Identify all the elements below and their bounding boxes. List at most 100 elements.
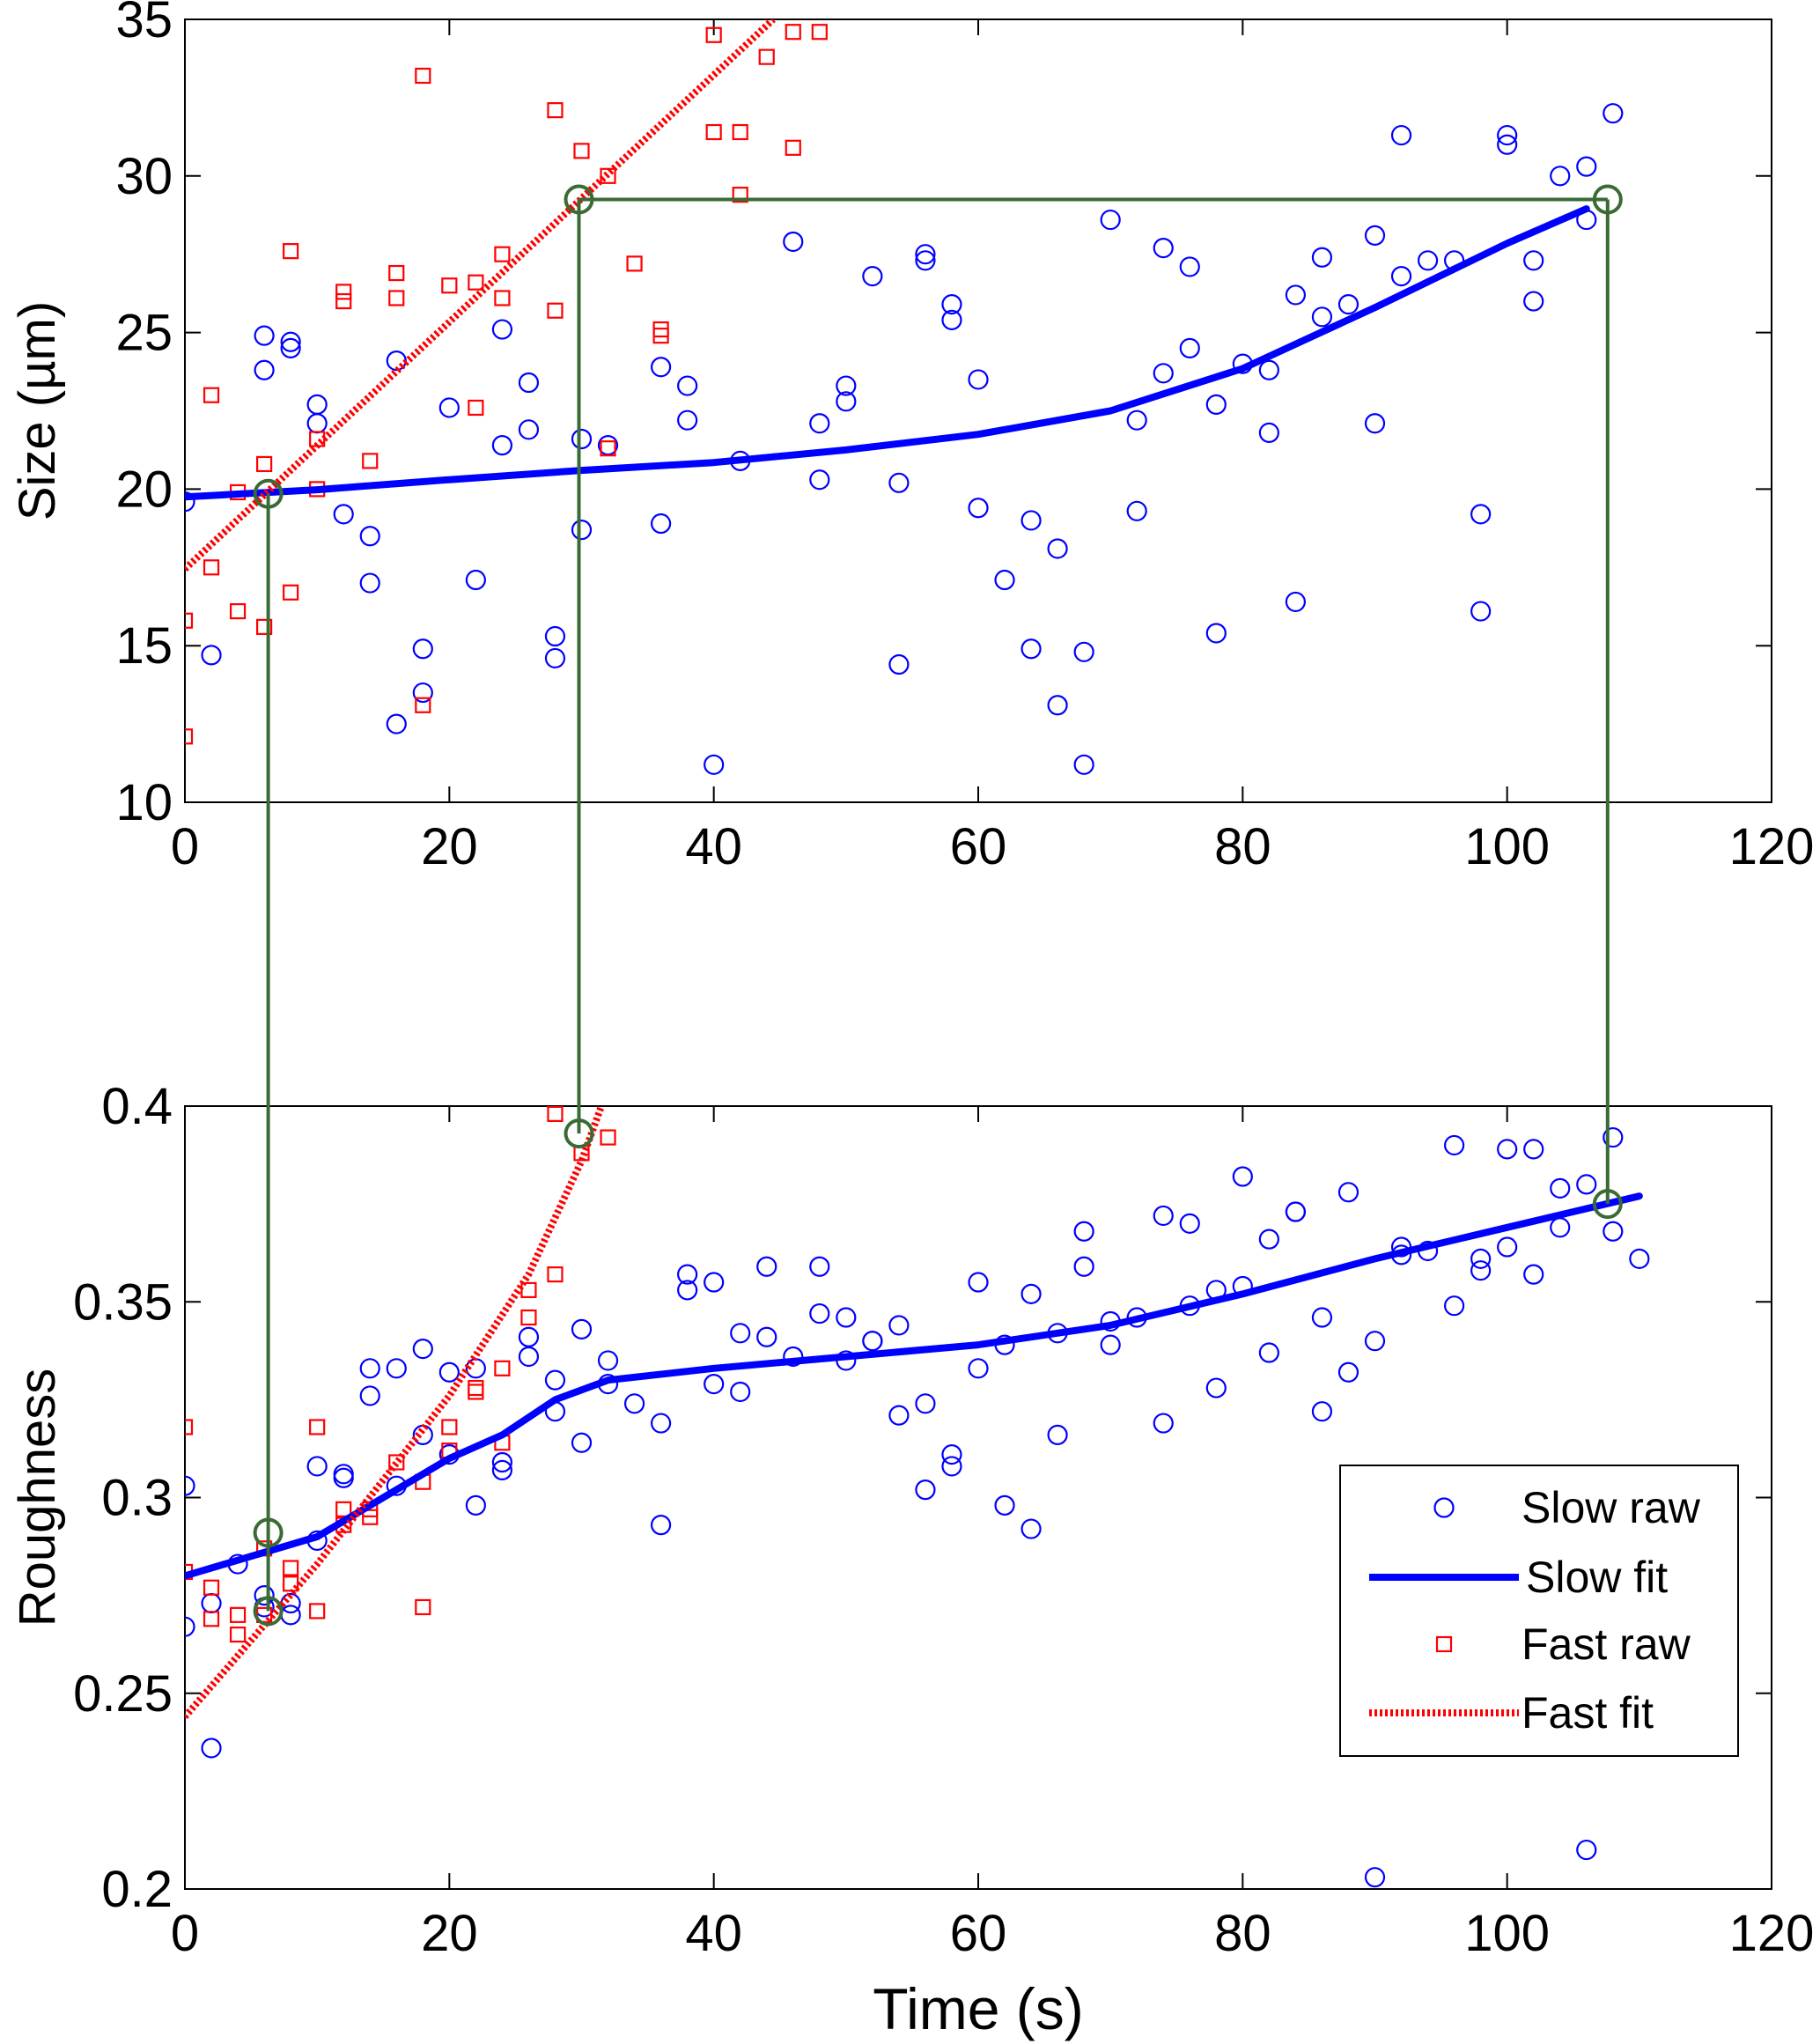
size-fast-raw-point	[494, 246, 511, 262]
roughness-fast-raw-point	[520, 1281, 537, 1299]
roughness-slow-raw-point	[571, 1432, 593, 1453]
size-y-tick-label: 25	[115, 305, 173, 362]
roughness-slow-raw-point	[1205, 1377, 1227, 1398]
size-fast-raw-point	[600, 440, 616, 457]
intersection-marker	[253, 1517, 284, 1548]
size-slow-raw-point	[1285, 591, 1307, 613]
size-y-axis-title: Size (µm)	[9, 301, 66, 520]
size-slow-raw-point	[254, 325, 275, 346]
roughness-slow-raw-point	[623, 1393, 645, 1414]
roughness-slow-raw-point	[968, 1272, 989, 1293]
size-slow-raw-point	[809, 413, 830, 434]
roughness-slow-raw-point	[756, 1256, 777, 1277]
size-fast-raw-point	[468, 274, 484, 291]
roughness-fast-raw-point	[309, 1419, 326, 1435]
roughness-slow-raw-point	[809, 1302, 830, 1325]
roughness-slow-raw-point	[1179, 1213, 1200, 1234]
size-slow-raw-point	[1153, 237, 1174, 259]
roughness-slow-raw-point	[1232, 1166, 1253, 1187]
size-slow-raw-point	[1073, 754, 1094, 775]
roughness-slow-raw-point	[1364, 1331, 1386, 1352]
roughness-fast-raw-point	[547, 1266, 564, 1283]
roughness-slow-raw-point	[677, 1280, 698, 1301]
size-slow-raw-point	[1523, 250, 1544, 271]
size-slow-raw-point	[941, 309, 962, 330]
roughness-slow-raw-point	[650, 1515, 672, 1536]
legend-slow-raw-symbol	[1433, 1497, 1455, 1518]
size-fast-raw-point	[203, 559, 220, 576]
size-slow-raw-point	[915, 250, 936, 271]
roughness-slow-raw-point	[412, 1338, 433, 1360]
size-fast-raw-point	[203, 387, 220, 403]
roughness-fast-raw-point	[335, 1501, 352, 1517]
size-slow-raw-point	[1100, 209, 1121, 231]
size-fast-raw-point	[732, 187, 748, 203]
roughness-slow-raw-point	[333, 1467, 354, 1488]
roughness-slow-raw-point	[968, 1358, 989, 1379]
roughness-slow-raw-point	[491, 1451, 513, 1473]
size-fast-raw-point	[283, 584, 299, 601]
size-slow-raw-point	[1390, 265, 1412, 287]
roughness-slow-raw-point	[756, 1326, 777, 1347]
size-slow-raw-point	[677, 410, 698, 431]
roughness-fast-raw-point	[600, 1129, 616, 1146]
size-slow-raw-point	[1126, 500, 1147, 521]
size-fast-raw-point	[229, 602, 247, 620]
size-fast-raw-point	[468, 399, 484, 417]
size-x-tick-label: 60	[950, 818, 1007, 875]
roughness-slow-raw-point	[1443, 1295, 1465, 1317]
roughness-slow-raw-point	[1047, 1424, 1068, 1445]
size-slow-raw-point	[1285, 284, 1307, 306]
size-slow-raw-point	[1021, 510, 1042, 531]
roughness-x-tick-label: 100	[1464, 1905, 1550, 1962]
intersection-marker	[1592, 184, 1623, 215]
roughness-slow-raw-point	[1497, 1236, 1518, 1258]
size-y-tick-label: 20	[115, 461, 173, 518]
roughness-fast-raw-point	[203, 1611, 220, 1627]
roughness-x-tick-label: 0	[171, 1905, 199, 1962]
roughness-x-tick-label: 20	[421, 1905, 478, 1962]
size-slow-raw-point	[333, 504, 354, 525]
roughness-slow-raw-point	[862, 1331, 883, 1352]
size-slow-raw-point	[836, 391, 857, 412]
roughness-slow-raw-point	[1153, 1205, 1174, 1227]
size-slow-raw-point	[1576, 156, 1597, 177]
size-slow-raw-point	[1153, 363, 1174, 384]
size-fast-raw-point	[415, 697, 431, 713]
size-fast-raw-point	[626, 255, 643, 272]
roughness-slow-raw-point	[518, 1326, 540, 1347]
size-y-tick-label: 30	[115, 148, 173, 205]
size-slow-raw-point	[1047, 538, 1068, 559]
size-slow-raw-point	[571, 520, 593, 541]
roughness-slow-raw-point	[730, 1381, 751, 1403]
size-plot-area	[185, 19, 1624, 775]
intersection-marker	[253, 1596, 284, 1627]
roughness-slow-raw-point	[571, 1318, 593, 1339]
size-slow-raw-point	[1021, 638, 1042, 660]
size-slow-raw-point	[1523, 291, 1544, 312]
size-slow-raw-point	[1179, 256, 1200, 277]
roughness-slow-raw-point	[730, 1323, 751, 1344]
roughness-fast-raw-point	[283, 1560, 299, 1576]
size-slow-raw-point	[968, 369, 989, 390]
roughness-x-tick-label: 40	[685, 1905, 742, 1962]
roughness-slow-raw-point	[1073, 1221, 1094, 1242]
size-slow-raw-point	[1047, 695, 1068, 716]
roughness-y-axis-title: Roughness	[9, 1369, 66, 1627]
size-fast-raw-point	[256, 455, 273, 473]
size-fast-raw-point	[785, 24, 801, 41]
roughness-slow-raw-point	[915, 1480, 936, 1501]
roughness-y-tick-label: 0.2	[101, 1861, 173, 1918]
roughness-slow-raw-point	[888, 1315, 910, 1336]
roughness-slow-raw-point	[1311, 1307, 1333, 1328]
size-slow-raw-point	[254, 359, 275, 380]
roughness-slow-raw-point	[1153, 1413, 1174, 1434]
size-slow-raw-point	[677, 375, 698, 396]
roughness-x-tick-label: 120	[1729, 1905, 1815, 1962]
size-slow-raw-point	[280, 337, 301, 358]
size-x-tick-label: 80	[1214, 818, 1271, 875]
size-fast-raw-point	[388, 290, 405, 306]
legend-box	[1339, 1465, 1739, 1757]
roughness-slow-raw-point	[1021, 1518, 1042, 1539]
